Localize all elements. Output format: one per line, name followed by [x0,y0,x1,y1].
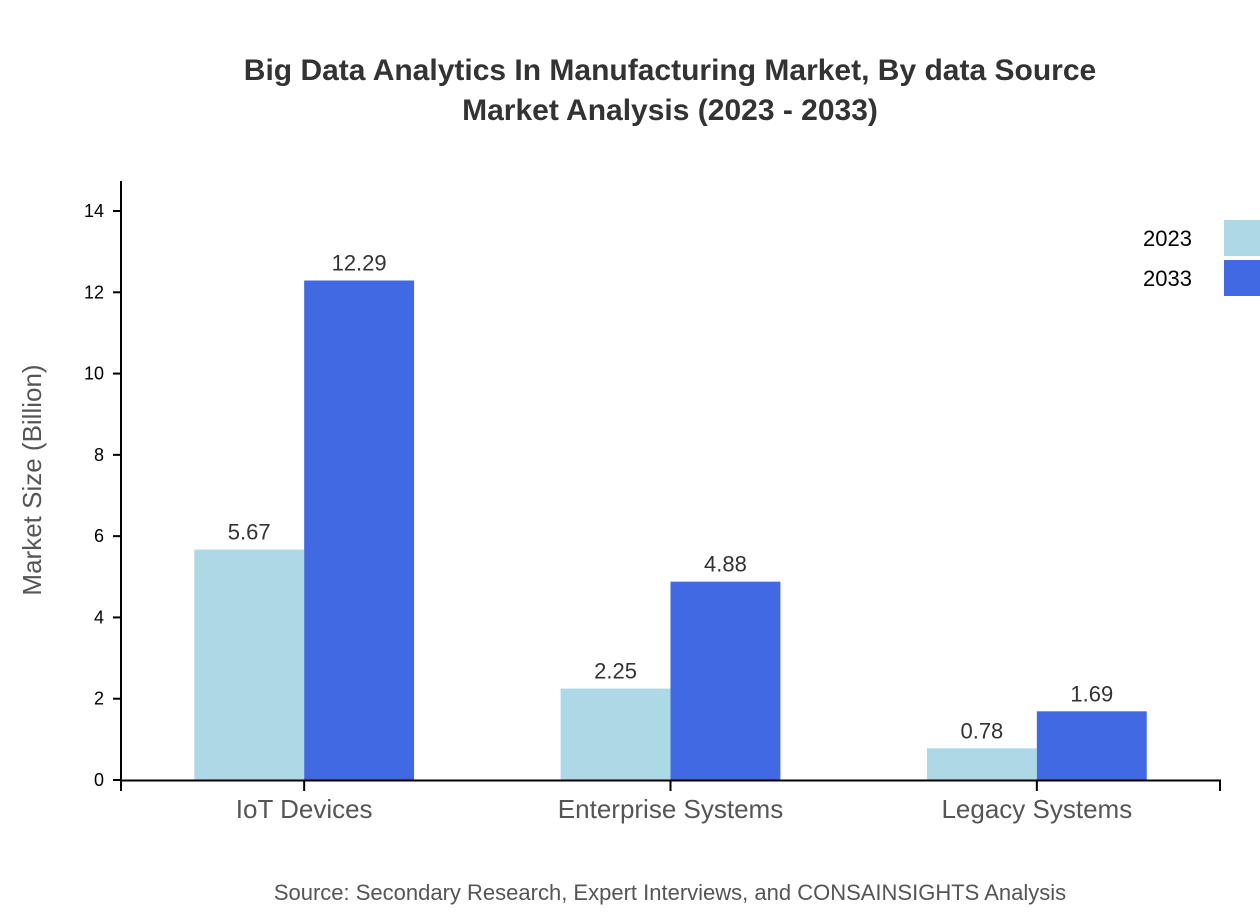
bar-2033 [1036,711,1147,780]
y-tick-label: 0 [94,770,104,790]
y-tick-label: 4 [94,607,104,627]
legend-label: 2023 [1143,226,1192,251]
chart-title-line-2: Market Analysis (2023 - 2033) [462,94,878,127]
y-tick-label: 8 [94,445,104,465]
legend-swatch-2033 [1224,260,1260,296]
legend-label: 2033 [1143,266,1192,291]
x-tick-label: IoT Devices [236,794,373,824]
data-label: 12.29 [332,250,387,275]
bar-2033 [304,280,415,780]
source-note: Source: Secondary Research, Expert Inter… [274,880,1066,905]
legend-swatch-2023 [1224,220,1260,256]
chart-title-line-1: Big Data Analytics In Manufacturing Mark… [244,54,1096,87]
y-tick-label: 12 [84,282,104,302]
x-tick-label: Legacy Systems [941,794,1132,824]
bar-2033 [670,581,781,780]
data-label: 5.67 [228,520,271,545]
data-label: 1.69 [1070,681,1113,706]
y-tick-label: 14 [84,201,104,221]
y-tick-label: 10 [84,364,104,384]
bar-2023 [194,549,305,780]
y-axis-label: Market Size (Billion) [17,364,47,595]
data-label: 4.88 [704,552,747,577]
bar-2023 [926,748,1037,780]
bar-2023 [560,688,671,780]
data-label: 2.25 [594,659,637,684]
y-tick-label: 2 [94,689,104,709]
x-tick-label: Enterprise Systems [558,794,783,824]
y-tick-label: 6 [94,526,104,546]
data-label: 0.78 [960,718,1003,743]
